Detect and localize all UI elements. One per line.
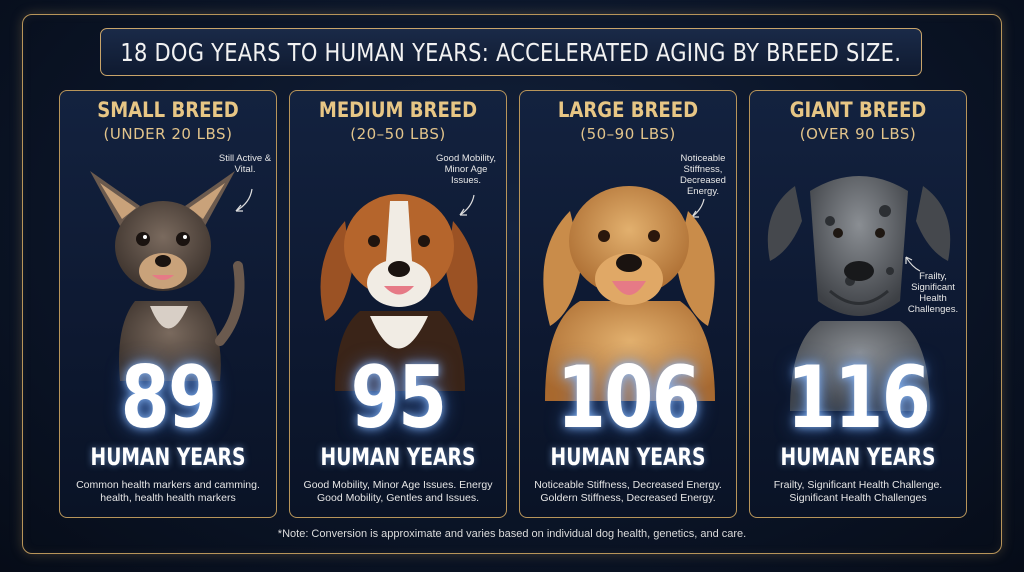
card-weight-range: (OVER 90 LBS) (799, 125, 917, 143)
human-years-label: Human Years (780, 443, 936, 471)
description-line: Good Mobility, Minor Age Issues. Energy (303, 479, 493, 491)
description-line: Frailty, Significant Health Challenge. (773, 479, 943, 491)
golden-retriever-dog-icon (543, 186, 715, 401)
card-note: Still Active & Vital. (218, 153, 272, 175)
card-medium-breed: Medium Breed (20–50 LBS) Good Mobility, … (289, 90, 507, 518)
card-large-breed: Large Breed (50–90 LBS) Noticeable Stiff… (519, 90, 737, 518)
card-description: Noticeable Stiffness, Decreased Energy. … (524, 479, 732, 505)
description-line: Noticeable Stiffness, Decreased Energy. (534, 479, 722, 491)
note-arrow-icon (235, 188, 253, 212)
human-years-value: 116 (786, 348, 931, 448)
description-line: Good Mobility, Gentles and Issues. (316, 492, 480, 504)
description-line: Common health markers and camming. (76, 479, 260, 491)
human-years-label: Human Years (550, 443, 706, 471)
card-weight-range: (UNDER 20 LBS) (103, 125, 233, 143)
card-giant-breed: Giant Breed (OVER 90 LBS) Frailty, Signi… (749, 90, 967, 518)
card-title: Large Breed (557, 98, 699, 122)
description-line: Goldern Stiffness, Decreased Energy. (540, 492, 716, 504)
card-description: Common health markers and camming. healt… (64, 479, 272, 505)
card-note: Frailty, Significant Health Challenges. (907, 271, 959, 315)
human-years-label: Human Years (90, 443, 246, 471)
card-weight-range: (20–50 LBS) (350, 125, 446, 143)
human-years-label: Human Years (320, 443, 476, 471)
card-weight-range: (50–90 LBS) (580, 125, 676, 143)
note-arrow-icon (459, 194, 475, 216)
human-years-value: 89 (120, 348, 218, 448)
card-small-breed: Small Breed (UNDER 20 LBS) Still Active … (59, 90, 277, 518)
human-years-value: 106 (556, 348, 701, 448)
description-line: Significant Health Challenges (789, 492, 927, 504)
card-title: Small Breed (97, 98, 239, 122)
card-note: Good Mobility, Minor Age Issues. (435, 153, 496, 186)
page-title: 18 Dog Years to Human Years: Accelerated… (120, 37, 902, 67)
outer-frame (22, 14, 1002, 554)
chihuahua-dog-icon (90, 171, 245, 381)
card-description: Frailty, Significant Health Challenge. S… (754, 479, 962, 505)
card-note: Noticeable Stiffness, Decreased Energy. (680, 153, 726, 197)
note-arrow-icon (905, 256, 921, 272)
card-title: Giant Breed (789, 98, 927, 122)
footnote: *Note: Conversion is approximate and var… (277, 528, 747, 540)
human-years-value: 95 (350, 348, 448, 448)
description-line: health, health health markers (100, 492, 236, 504)
beagle-dog-icon (320, 194, 478, 391)
card-description: Good Mobility, Minor Age Issues. Energy … (294, 479, 502, 505)
title-banner: 18 Dog Years to Human Years: Accelerated… (100, 28, 922, 76)
card-title: Medium Breed (318, 98, 478, 122)
great-dane-dog-icon (767, 176, 951, 411)
